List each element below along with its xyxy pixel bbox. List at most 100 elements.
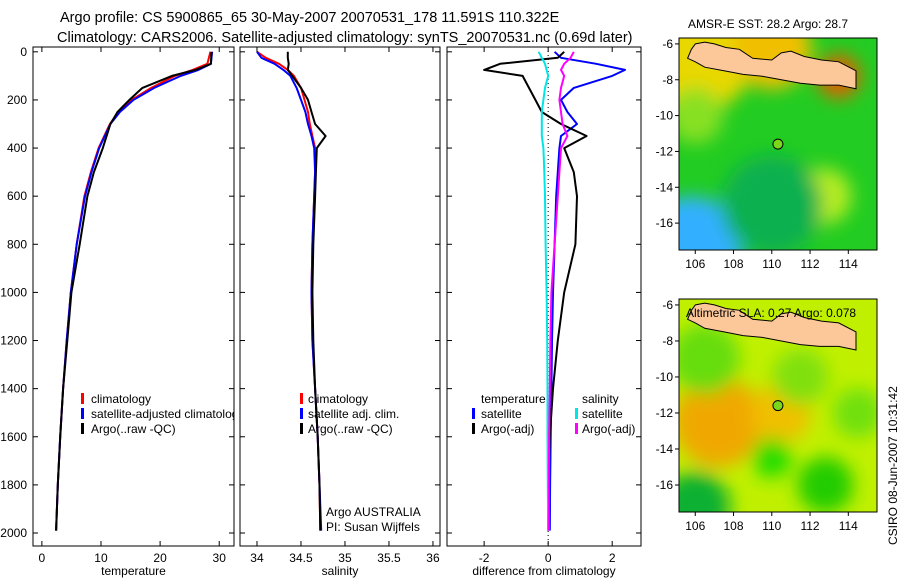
figure-title-line1: Argo profile: CS 5900865_65 30-May-2007 …: [60, 10, 560, 26]
legend-header-salinity: salinity: [582, 392, 619, 406]
series-line-argo-raw-qc-: [55, 51, 213, 531]
lat-tick-label: -10: [656, 109, 674, 123]
x-tick-label: 0: [545, 551, 552, 565]
sst-map-title: AMSR-E SST: 28.2 Argo: 28.7: [688, 17, 848, 31]
x-tick-label: 10: [94, 551, 108, 565]
legend-label: satellite adj. clim.: [308, 407, 399, 421]
temperature-axes-frame: [32, 46, 235, 547]
field-patch: [679, 376, 764, 467]
series-line-temperature-argo-adj-: [483, 51, 588, 531]
lon-tick-label: 112: [800, 519, 819, 533]
x-tick-label: 0: [39, 551, 46, 565]
field-patch: [721, 155, 822, 250]
lat-tick-label: -6: [662, 298, 673, 312]
y-tick-label: 400: [7, 141, 27, 155]
legend-label: Argo(-adj): [582, 422, 635, 436]
legend-label: satellite: [582, 407, 623, 421]
lat-tick-label: -8: [662, 334, 673, 348]
lon-tick-label: 110: [762, 519, 781, 533]
figure-title-line2: Climatology: CARS2006. Satellite-adjuste…: [57, 30, 632, 46]
land-java: [686, 302, 857, 351]
legend-label: Argo(..raw -QC): [308, 422, 393, 436]
temperature-x-axis-label: temperature: [101, 564, 166, 578]
legend-swatch-sal-satellite: [575, 408, 578, 419]
lon-tick-label: 114: [839, 257, 858, 271]
x-tick-label: 2: [609, 551, 616, 565]
lat-tick-label: -14: [656, 442, 674, 456]
y-tick-label: 800: [7, 237, 27, 251]
lon-tick-label: 106: [685, 519, 705, 533]
x-tick-label: 20: [153, 551, 167, 565]
series-line-salinity-satellite: [537, 51, 550, 531]
map-field: [679, 299, 877, 512]
y-tick-label: 600: [7, 189, 27, 203]
land-java: [686, 41, 857, 90]
salinity-x-axis-label: salinity: [322, 564, 359, 578]
difference-legend: temperature satellite Argo(-adj) salinit…: [472, 392, 635, 436]
sla-map: 106 108 110 112 114 -6 -8 -10 -12 -14 -16: [656, 298, 878, 533]
difference-axes-frame: [446, 46, 642, 547]
series-line-salinity-argo-adj-: [547, 51, 575, 531]
field-patch: [679, 196, 742, 250]
temperature-panel: 0 10 20 30 0 200 400 600 800 1000 1200 1400 1600 1800…: [0, 45, 235, 578]
argo-float-marker: [772, 400, 784, 412]
legend-swatch-climatology: [300, 393, 303, 404]
map-frame: [678, 298, 878, 513]
y-tick-label: 0: [20, 45, 27, 59]
temperature-legend: climatology satellite-adjusted climatolo…: [81, 392, 244, 436]
y-tick-label: 1400: [0, 382, 27, 396]
field-patch: [832, 387, 877, 438]
lon-tick-label: 108: [724, 257, 744, 271]
x-tick-label: 34: [250, 551, 264, 565]
lat-tick-label: -12: [656, 144, 674, 158]
credit-timestamp: CSIRO 08-Jun-2007 10:31:42: [886, 386, 900, 545]
lon-tick-label: 110: [762, 257, 781, 271]
y-tick-label: 1200: [0, 334, 27, 348]
legend-swatch-satellite: [300, 408, 303, 419]
x-tick-label: 34.5: [289, 551, 313, 565]
series-line-argo-raw-qc-: [286, 51, 327, 531]
salinity-panel: 34 34.5 35 35.5 36 salinity: [239, 46, 441, 578]
salinity-legend: climatology satellite adj. clim. Argo(..…: [300, 392, 421, 534]
argo-float-marker: [772, 138, 784, 150]
argo-program-annotation: Argo AUSTRALIA: [326, 505, 421, 519]
y-tick-label: 2000: [0, 526, 27, 540]
legend-swatch-temp-satellite: [472, 408, 475, 419]
field-patch: [797, 457, 854, 512]
lat-tick-label: -16: [656, 216, 674, 230]
x-tick-label: 30: [213, 551, 227, 565]
legend-label: Argo(-adj): [481, 422, 534, 436]
lon-tick-label: 112: [800, 257, 819, 271]
x-tick-label: -2: [479, 551, 490, 565]
field-patch: [679, 323, 740, 394]
legend-swatch-satellite: [81, 408, 84, 419]
lat-tick-label: -16: [656, 478, 674, 492]
legend-swatch-argo: [81, 423, 84, 434]
field-patch: [751, 437, 792, 478]
y-tick-label: 1600: [0, 430, 27, 444]
sla-map-title: Altimetric SLA: 0.27 Argo: 0.078: [686, 306, 856, 320]
lon-tick-label: 114: [839, 519, 858, 533]
series-line-temperature-satellite: [548, 51, 626, 531]
map-anomaly-field: [679, 323, 877, 512]
series-line-climatology: [55, 51, 212, 531]
legend-label: climatology: [91, 392, 151, 406]
salinity-axes-frame: [239, 46, 441, 547]
lat-tick-label: -10: [656, 370, 674, 384]
pi-annotation: PI: Susan Wijffels: [326, 520, 420, 534]
lat-tick-label: -6: [662, 37, 673, 51]
legend-label: climatology: [308, 392, 368, 406]
lon-tick-label: 108: [724, 519, 744, 533]
field-patch: [772, 348, 829, 405]
legend-label: Argo(..raw -QC): [91, 422, 176, 436]
legend-swatch-climatology: [81, 393, 84, 404]
lat-tick-label: -12: [656, 406, 674, 420]
x-tick-label: 36: [426, 551, 440, 565]
legend-label: satellite-adjusted climatology: [91, 407, 244, 421]
x-tick-label: 35: [338, 551, 352, 565]
legend-swatch-temp-argo: [472, 423, 475, 434]
lon-tick-label: 106: [685, 257, 705, 271]
x-tick-label: 35.5: [377, 551, 401, 565]
